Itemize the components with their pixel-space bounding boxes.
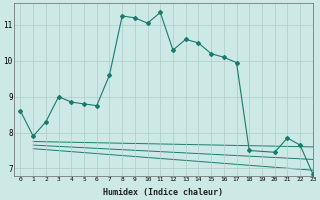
X-axis label: Humidex (Indice chaleur): Humidex (Indice chaleur) [103, 188, 223, 197]
